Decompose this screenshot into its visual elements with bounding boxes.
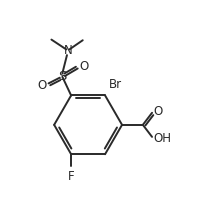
Text: O: O [79,60,89,73]
Text: OH: OH [153,132,171,145]
Text: Br: Br [109,78,122,92]
Text: O: O [37,79,46,92]
Text: F: F [68,170,74,183]
Text: O: O [153,104,162,118]
Text: S: S [58,70,67,83]
Text: N: N [63,44,72,57]
